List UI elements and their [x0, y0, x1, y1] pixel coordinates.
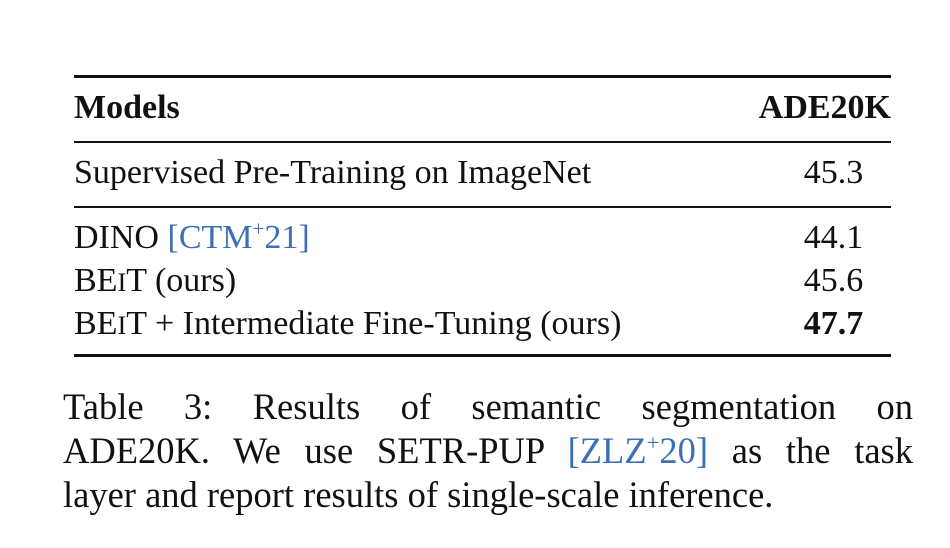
table-top-rule — [74, 75, 891, 78]
model-beit-ift: BEIT + Intermediate Fine-Tuning (ours) — [74, 302, 621, 347]
model-beit-ift-be: BE — [74, 305, 118, 342]
citation-zlz-text[interactable]: ZLZ — [579, 430, 647, 471]
value-dino: 44.1 — [803, 219, 864, 256]
table-bottom-rule — [74, 354, 891, 357]
value-beit-ift: 47.7 — [803, 305, 864, 342]
citation-zlz20[interactable]: [ZLZ+20] — [567, 429, 709, 471]
table-row: BEIT (ours) 45.6 — [74, 259, 891, 303]
model-beit-i: I — [117, 267, 127, 297]
model-beit: BEIT (ours) — [74, 259, 236, 304]
caption-line-3: layer and report results of single-scale… — [63, 474, 774, 515]
caption-line-1: Table 3: Results of semantic segmentatio… — [63, 386, 913, 427]
caption-line-2-start: ADE20K. We use SETR-PUP — [63, 430, 568, 471]
citation-ctm21[interactable]: [CTM+21] — [167, 216, 310, 256]
table-header-row: Models ADE20K — [74, 86, 891, 130]
model-dino: DINO [CTM+21] — [74, 216, 310, 260]
caption-line-2-end: as the task — [708, 430, 914, 471]
value-supervised: 45.3 — [803, 154, 864, 191]
model-beit-ift-t: T — [126, 305, 147, 342]
table-row: DINO [CTM+21] 44.1 — [74, 216, 891, 260]
header-models: Models — [74, 89, 180, 126]
citation-ctm-sup: + — [252, 216, 265, 241]
caption-line-2: ADE20K. We use SETR-PUP [ZLZ+20] as the … — [63, 429, 913, 473]
model-beit-t: T — [126, 262, 147, 299]
table-row: BEIT + Intermediate Fine-Tuning (ours) 4… — [74, 302, 891, 346]
citation-ctm-year[interactable]: 21 — [264, 219, 299, 256]
table-header-rule — [74, 141, 891, 143]
model-beit-suffix: (ours) — [146, 262, 237, 299]
table-section-rule — [74, 206, 891, 208]
model-beit-ift-suffix: + Intermediate Fine-Tuning (ours) — [146, 305, 622, 342]
table-row: Supervised Pre-Training on ImageNet 45.3 — [74, 151, 891, 195]
model-dino-name: DINO — [74, 219, 168, 256]
header-ade20k: ADE20K — [758, 89, 891, 126]
model-supervised: Supervised Pre-Training on ImageNet — [74, 154, 592, 191]
citation-zlz-year[interactable]: 20 — [659, 430, 696, 471]
citation-ctm-text[interactable]: CTM — [178, 219, 253, 256]
model-beit-be: BE — [74, 262, 118, 299]
model-beit-ift-i: I — [117, 310, 127, 340]
value-beit: 45.6 — [803, 262, 864, 299]
table-caption: Table 3: Results of semantic segmentatio… — [63, 385, 913, 517]
citation-zlz-sup: + — [646, 429, 660, 455]
